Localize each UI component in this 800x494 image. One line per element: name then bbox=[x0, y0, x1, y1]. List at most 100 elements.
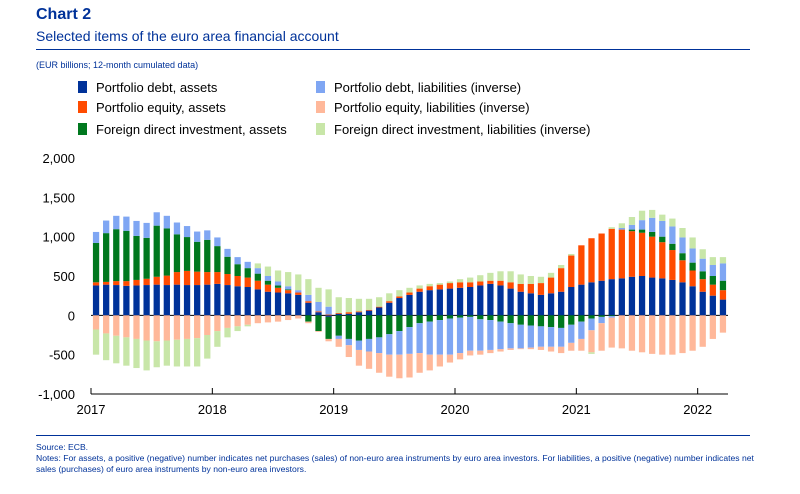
x-tick-label: 2021 bbox=[562, 402, 591, 417]
bar-segment-series-4 bbox=[406, 353, 413, 378]
bar-segment-series-5 bbox=[679, 228, 686, 238]
bar-segment-series-2 bbox=[537, 315, 545, 327]
bar-segment-series-3 bbox=[719, 263, 727, 281]
legend-item-portfolio-debt-liabilities: Portfolio debt, liabilities (inverse) bbox=[316, 80, 521, 95]
chart-subtitle: Selected items of the euro area financia… bbox=[36, 28, 339, 44]
bar-segment-series-5 bbox=[163, 340, 170, 366]
bar-segment-series-5 bbox=[547, 272, 555, 278]
bar-segment-series-5 bbox=[315, 287, 322, 302]
bar-segment-series-0 bbox=[103, 284, 110, 316]
bar-segment-series-5 bbox=[335, 297, 342, 313]
bar-segment-series-5 bbox=[628, 217, 636, 225]
bar-segment-series-0 bbox=[608, 279, 615, 316]
bar-segment-series-4 bbox=[305, 321, 312, 324]
bar-segment-series-1 bbox=[719, 290, 727, 300]
bar-segment-series-1 bbox=[547, 277, 555, 294]
bar-segment-series-2 bbox=[396, 315, 403, 332]
bar-segment-series-0 bbox=[194, 285, 201, 316]
bar-segment-series-0 bbox=[355, 312, 363, 316]
bar-segment-series-0 bbox=[133, 285, 140, 316]
bar-segment-series-0 bbox=[325, 315, 332, 317]
bar-segment-series-5 bbox=[285, 272, 292, 287]
legend-label: Portfolio debt, assets bbox=[96, 80, 218, 95]
x-tick-label: 2018 bbox=[198, 402, 227, 417]
bar-segment-series-5 bbox=[143, 340, 150, 371]
bar-segment-series-0 bbox=[365, 310, 373, 316]
bar-segment-series-1 bbox=[558, 268, 565, 292]
bar-segment-series-4 bbox=[224, 315, 231, 328]
bar-segment-series-4 bbox=[133, 315, 140, 339]
bar-segment-series-3 bbox=[163, 215, 170, 229]
legend-swatch bbox=[78, 101, 87, 113]
bar-segment-series-5 bbox=[173, 339, 181, 367]
bar-segment-series-2 bbox=[628, 229, 636, 232]
bar-segment-series-4 bbox=[163, 315, 170, 341]
y-tick-label: 1,000 bbox=[42, 230, 75, 245]
bar-segment-series-5 bbox=[699, 249, 706, 259]
bar-segment-series-1 bbox=[578, 245, 585, 285]
footer: Source: ECB. Notes: For assets, a positi… bbox=[36, 442, 756, 475]
bar-segment-series-2 bbox=[527, 315, 534, 326]
bar-segment-series-3 bbox=[305, 294, 312, 302]
bar-segment-series-4 bbox=[669, 315, 676, 355]
bar-segment-series-0 bbox=[689, 286, 696, 316]
bar-segment-series-3 bbox=[547, 327, 555, 347]
bar-segment-series-4 bbox=[295, 315, 302, 319]
bar-segment-series-2 bbox=[224, 256, 231, 275]
bar-segment-series-2 bbox=[305, 315, 312, 322]
bar-segment-series-1 bbox=[355, 311, 363, 313]
bar-segment-series-4 bbox=[274, 315, 282, 322]
bar-segment-series-2 bbox=[315, 315, 322, 332]
bar-segment-series-0 bbox=[234, 286, 241, 316]
bar-segment-series-3 bbox=[618, 228, 625, 230]
bar-segment-series-5 bbox=[588, 352, 595, 354]
bar-segment-series-4 bbox=[527, 347, 534, 350]
bar-segment-series-5 bbox=[537, 276, 545, 284]
bar-segment-series-4 bbox=[537, 346, 545, 350]
bar-segment-series-3 bbox=[679, 237, 686, 254]
bar-segment-series-1 bbox=[406, 292, 413, 295]
bar-segment-series-2 bbox=[689, 262, 696, 271]
bar-segment-series-5 bbox=[659, 214, 666, 221]
bar-segment-series-4 bbox=[497, 349, 504, 352]
bar-segment-series-5 bbox=[517, 274, 524, 284]
legend-label: Foreign direct investment, liabilities (… bbox=[334, 122, 591, 137]
bar-segment-series-4 bbox=[315, 331, 322, 332]
bar-segment-series-4 bbox=[92, 315, 100, 330]
source-note: Source: ECB. bbox=[36, 442, 89, 452]
bar-segment-series-5 bbox=[396, 290, 403, 297]
bar-segment-series-3 bbox=[285, 286, 292, 290]
bar-segment-series-4 bbox=[446, 354, 454, 363]
bar-segment-series-3 bbox=[113, 215, 120, 230]
bar-segment-series-4 bbox=[183, 315, 191, 339]
bar-segment-series-1 bbox=[396, 296, 403, 299]
bar-segment-series-2 bbox=[416, 315, 423, 324]
bar-segment-series-3 bbox=[214, 237, 221, 247]
bar-segment-series-2 bbox=[214, 246, 221, 273]
bar-segment-series-3 bbox=[497, 321, 504, 350]
bar-segment-series-5 bbox=[426, 283, 433, 287]
bar-segment-series-4 bbox=[426, 354, 433, 371]
bar-segment-series-2 bbox=[467, 315, 474, 317]
bar-segment-series-5 bbox=[365, 298, 373, 310]
bar-segment-series-3 bbox=[244, 261, 251, 269]
bar-segment-series-0 bbox=[568, 287, 575, 316]
bar-segment-series-2 bbox=[568, 315, 575, 325]
bar-segment-series-5 bbox=[669, 218, 676, 227]
bar-segment-series-5 bbox=[376, 297, 383, 307]
bar-segment-series-4 bbox=[143, 315, 150, 341]
bar-segment-series-0 bbox=[497, 285, 504, 316]
bar-segment-series-1 bbox=[628, 231, 636, 277]
bar-segment-series-3 bbox=[689, 248, 696, 263]
bar-segment-series-0 bbox=[507, 288, 514, 316]
bar-segment-series-3 bbox=[426, 321, 433, 355]
bar-segment-series-4 bbox=[103, 315, 110, 334]
bar-segment-series-2 bbox=[345, 315, 352, 339]
bar-segment-series-2 bbox=[679, 253, 686, 261]
bar-segment-series-1 bbox=[103, 281, 110, 285]
bar-segment-series-1 bbox=[173, 272, 181, 285]
bar-segment-series-5 bbox=[133, 338, 140, 369]
bar-segment-series-0 bbox=[123, 285, 130, 316]
bar-segment-series-1 bbox=[436, 284, 443, 290]
bar-segment-series-2 bbox=[143, 237, 150, 279]
